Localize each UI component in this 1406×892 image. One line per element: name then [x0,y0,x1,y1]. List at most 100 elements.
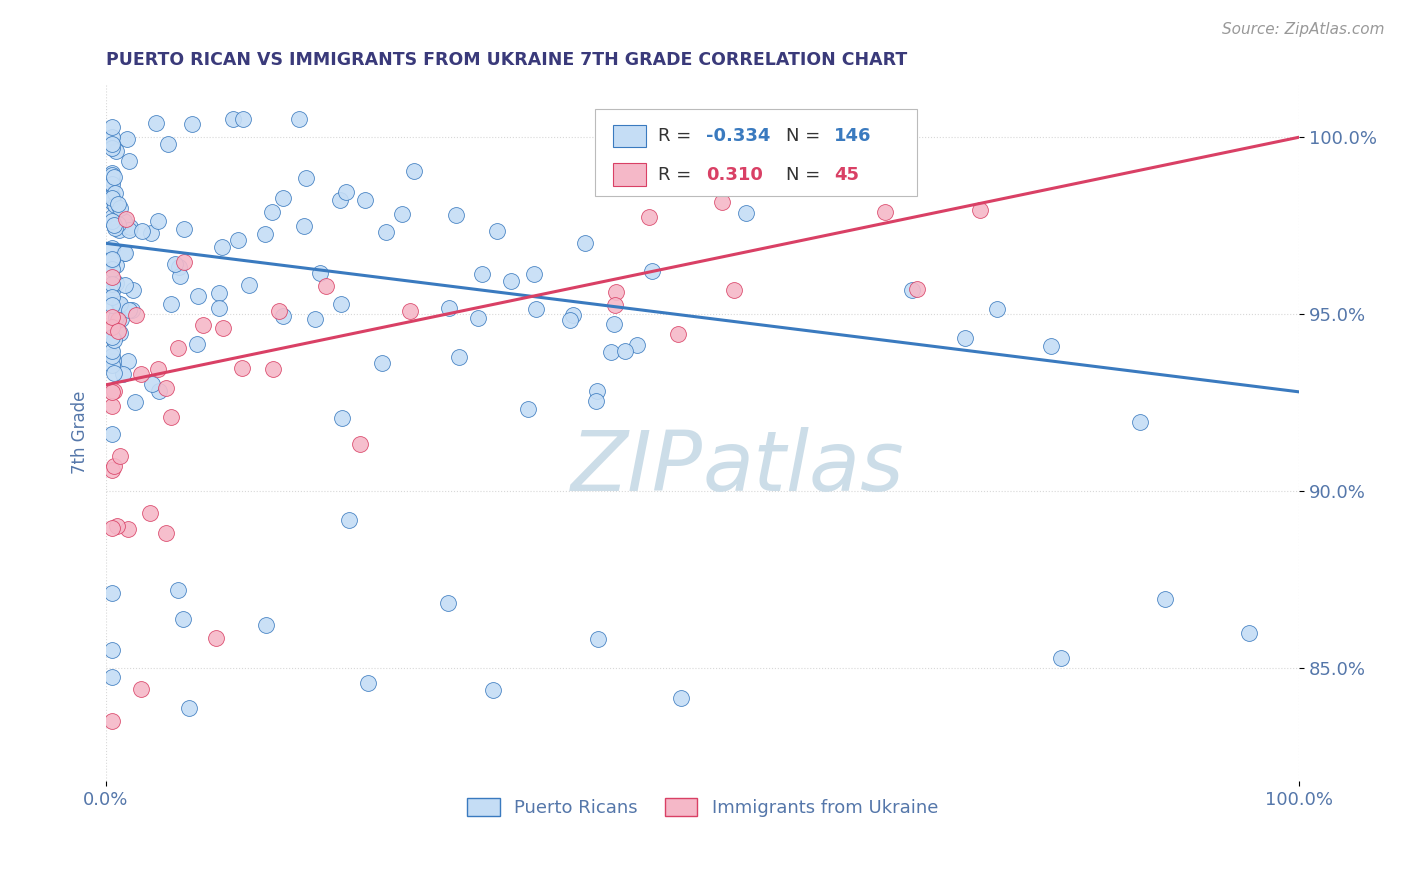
Point [211,240,233,254]
Point [103,353,125,368]
Point [155,526,177,541]
Point [110,201,132,215]
Point [103,384,125,398]
Text: Source: ZipAtlas.com: Source: ZipAtlas.com [1222,22,1385,37]
Point [208,301,231,315]
Point [101,310,124,324]
Point [1050,650,1073,665]
Point [603,317,626,331]
Point [117,522,139,536]
Point [101,714,124,728]
Point [986,301,1008,316]
Point [169,268,191,283]
Point [349,437,371,451]
Point [129,368,152,382]
Point [160,409,183,424]
Point [329,193,352,207]
Point [614,343,637,358]
Point [467,310,489,325]
Point [101,189,124,203]
Point [114,245,136,260]
Point [643,112,665,127]
Point [107,325,129,339]
Point [103,170,125,185]
Bar [613,163,647,186]
Point [599,179,621,194]
Point [167,582,190,597]
Point [901,283,924,297]
Point [108,326,131,341]
Point [101,141,124,155]
Point [444,208,467,222]
Point [129,682,152,697]
Point [315,278,337,293]
Point [626,338,648,352]
Point [104,197,127,211]
Point [139,226,162,240]
Point [114,212,136,227]
Point [101,213,124,227]
Point [101,188,124,202]
Point [108,296,131,310]
Point [295,171,318,186]
Point [605,285,627,299]
Point [391,207,413,221]
Point [357,675,380,690]
Point [103,218,125,232]
Point [101,586,124,600]
Point [254,617,277,632]
Point [101,262,124,277]
Point [254,227,277,241]
Point [105,144,128,158]
Point [524,301,547,316]
Point [101,285,124,299]
Point [560,313,582,327]
Point [205,632,228,646]
Point [101,290,124,304]
Point [107,197,129,211]
Point [146,214,169,228]
Point [574,236,596,251]
Point [101,191,124,205]
Point [104,186,127,200]
Point [101,130,124,145]
Point [107,297,129,311]
Point [723,283,745,297]
Point [238,277,260,292]
Point [110,312,132,326]
Text: 146: 146 [834,127,872,145]
Point [304,311,326,326]
Point [101,463,124,477]
Text: PUERTO RICAN VS IMMIGRANTS FROM UKRAINE 7TH GRADE CORRELATION CHART: PUERTO RICAN VS IMMIGRANTS FROM UKRAINE … [105,51,907,69]
Point [641,264,664,278]
Point [226,233,249,247]
Point [107,217,129,231]
Point [191,318,214,332]
Point [101,136,124,151]
Point [101,384,124,399]
Point [516,402,538,417]
Text: N =: N = [786,166,827,184]
Point [231,361,253,376]
Point [666,327,689,342]
Point [120,220,142,235]
Point [718,173,741,187]
Point [114,277,136,292]
Point [118,153,141,168]
Point [605,298,627,312]
Point [101,165,124,179]
Point [101,298,124,312]
Point [335,186,357,200]
Point [485,224,508,238]
FancyBboxPatch shape [595,109,917,195]
Point [710,194,733,209]
Point [115,131,138,145]
Point [139,507,162,521]
Point [437,301,460,315]
Point [101,344,124,359]
Point [172,612,194,626]
Text: ZIP: ZIP [571,427,703,508]
Point [232,112,254,127]
Point [354,193,377,207]
Point [523,267,546,281]
